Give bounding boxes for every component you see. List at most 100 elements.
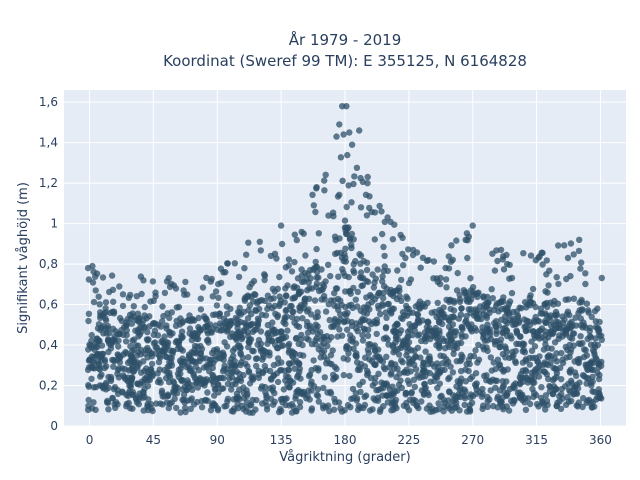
- scatter-point: [405, 339, 413, 346]
- scatter-point: [575, 247, 583, 255]
- scatter-point: [320, 405, 327, 412]
- scatter-point: [208, 329, 215, 336]
- scatter-point: [252, 291, 259, 298]
- x-axis-title: Vågriktning (grader): [279, 450, 410, 465]
- scatter-point: [254, 322, 261, 329]
- scatter-point: [157, 400, 164, 407]
- scatter-point: [217, 279, 225, 287]
- scatter-point: [500, 383, 507, 390]
- scatter-point: [547, 322, 555, 329]
- scatter-point: [531, 368, 538, 375]
- scatter-point: [420, 365, 428, 372]
- scatter-point: [499, 256, 506, 263]
- scatter-point: [99, 274, 107, 281]
- scatter-point: [467, 275, 474, 282]
- scatter-point: [163, 278, 171, 285]
- scatter-point: [119, 291, 127, 298]
- scatter-point: [397, 231, 404, 239]
- scatter-point: [330, 213, 337, 220]
- scatter-point: [257, 385, 265, 392]
- scatter-point: [180, 391, 188, 398]
- scatter-point: [363, 294, 370, 301]
- scatter-point: [440, 353, 447, 360]
- scatter-point: [329, 347, 336, 354]
- scatter-point: [335, 306, 342, 313]
- scatter-point: [237, 318, 244, 326]
- scatter-point: [542, 319, 549, 326]
- scatter-point: [272, 310, 279, 317]
- scatter-point: [221, 362, 228, 369]
- scatter-point: [85, 381, 92, 389]
- scatter-point: [223, 303, 230, 310]
- x-tick-label: 360: [589, 433, 612, 447]
- scatter-point: [315, 274, 322, 281]
- scatter-point: [303, 395, 310, 402]
- scatter-point: [333, 285, 341, 292]
- scatter-point: [149, 407, 156, 415]
- scatter-point: [228, 364, 235, 371]
- scatter-point: [235, 273, 243, 281]
- scatter-point: [287, 302, 294, 310]
- scatter-point: [216, 320, 224, 327]
- scatter-point: [110, 336, 117, 343]
- scatter-point: [101, 356, 108, 363]
- scatter-point: [308, 405, 316, 412]
- scatter-point: [472, 347, 479, 354]
- scatter-point: [351, 173, 358, 180]
- scatter-point: [332, 236, 339, 244]
- scatter-point: [531, 319, 538, 326]
- scatter-point: [536, 335, 543, 342]
- scatter-point: [296, 307, 303, 314]
- scatter-point: [203, 274, 210, 281]
- scatter-point: [226, 322, 234, 329]
- scatter-point: [388, 310, 395, 317]
- scatter-point: [566, 341, 573, 349]
- scatter-point: [381, 365, 389, 373]
- scatter-point: [497, 246, 505, 254]
- scatter-point: [247, 321, 255, 328]
- scatter-point: [359, 178, 366, 186]
- scatter-point: [320, 333, 327, 341]
- scatter-point: [430, 275, 437, 282]
- scatter-point: [175, 338, 183, 345]
- scatter-point: [322, 171, 329, 178]
- scatter-point: [526, 400, 534, 408]
- scatter-point: [435, 400, 442, 407]
- scatter-point: [421, 335, 429, 342]
- scatter-point: [409, 309, 416, 316]
- scatter-point: [379, 230, 386, 238]
- scatter-point: [371, 347, 379, 354]
- scatter-point: [88, 375, 95, 382]
- scatter-point: [156, 354, 164, 361]
- scatter-point: [96, 382, 104, 389]
- scatter-point: [514, 312, 521, 319]
- scatter-point: [136, 331, 144, 338]
- scatter-point: [446, 297, 454, 304]
- scatter-point: [358, 274, 365, 282]
- scatter-point: [387, 371, 394, 378]
- scatter-point: [540, 346, 548, 353]
- scatter-point: [581, 373, 588, 380]
- scatter-point: [244, 292, 251, 299]
- scatter-point: [200, 376, 208, 383]
- scatter-point: [352, 340, 360, 347]
- scatter-point: [220, 351, 227, 359]
- scatter-point: [88, 331, 95, 339]
- scatter-point: [309, 328, 316, 335]
- scatter-point: [570, 251, 577, 258]
- scatter-point: [146, 370, 153, 377]
- scatter-point: [365, 341, 372, 348]
- scatter-point: [154, 321, 162, 328]
- scatter-point: [195, 314, 202, 322]
- scatter-point: [176, 321, 184, 328]
- scatter-point: [366, 204, 373, 212]
- scatter-point: [190, 349, 197, 357]
- scatter-point: [212, 356, 219, 363]
- scatter-point: [369, 382, 376, 389]
- scatter-point: [265, 302, 273, 309]
- scatter-point: [189, 386, 196, 393]
- scatter-point: [95, 293, 102, 300]
- scatter-point: [350, 261, 357, 268]
- scatter-point: [181, 358, 189, 366]
- x-tick-label: 225: [397, 433, 420, 447]
